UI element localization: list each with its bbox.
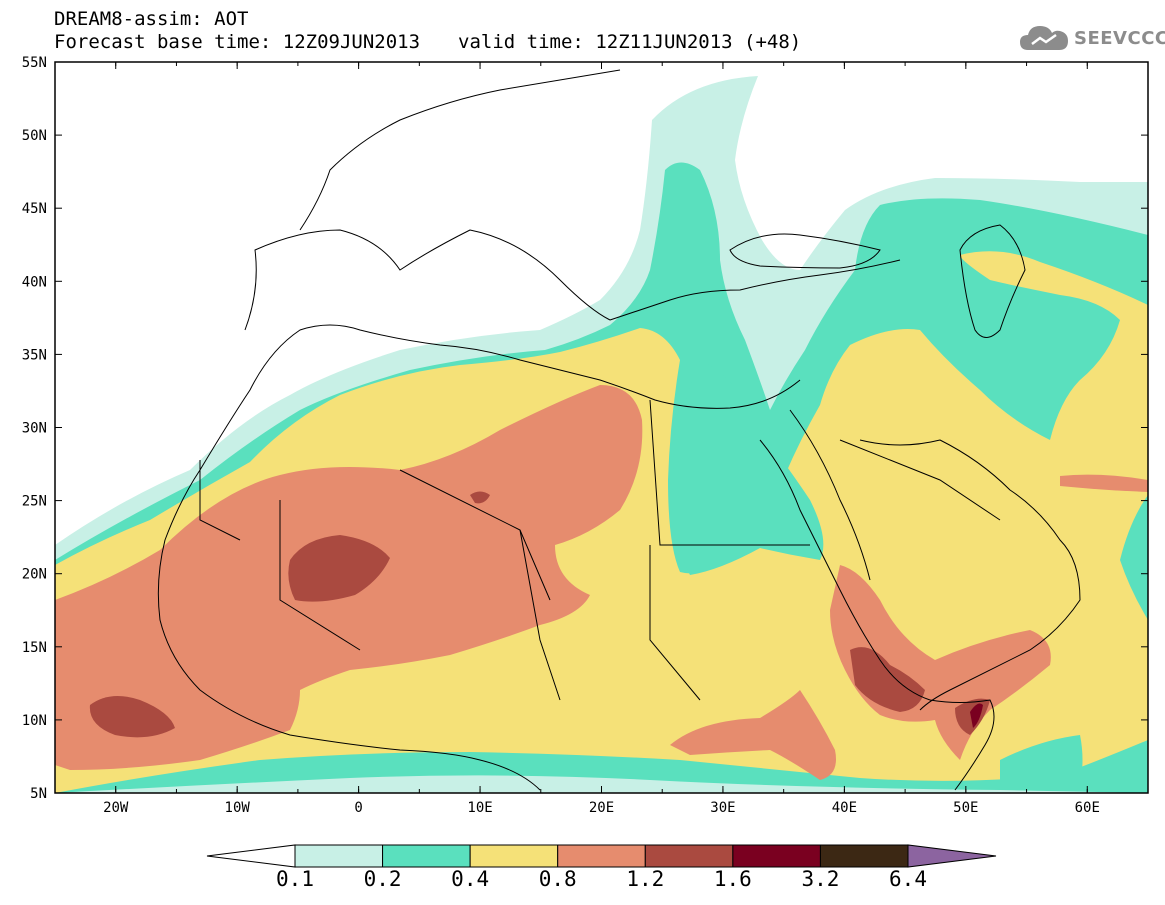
aot-band-0.8-1.2-hoa [830,565,1051,760]
axis-ticks [54,61,1149,794]
aot-band-arabia-0.2 [1120,495,1148,620]
aot-band-somalia-0.2 [1000,735,1083,790]
lat-tick-label: 25N [22,494,47,510]
aot-band-1.6-3.2-somalia [970,703,983,728]
lat-tick-label: 45N [22,201,47,217]
lat-tick-label: 30N [22,421,47,437]
colorbar-label: 0.2 [363,867,402,891]
lon-tick-label: 30E [710,800,735,816]
aot-band-1.2-1.6-libya [470,491,490,504]
aot-band-0.8-1.2-gulf [1060,474,1148,492]
colorbar-label: 0.1 [276,867,314,891]
lat-tick-label: 40N [22,274,47,290]
aot-band-0.8-1.2-ethiopia [670,690,836,780]
lat-tick-label: 50N [22,128,47,144]
colorbar-label: 6.4 [889,867,927,891]
plot-title: DREAM8-assim: AOT [54,8,249,30]
aot-band-egypt-0.2 [672,360,824,575]
aot-band-1.2-1.6-mali [288,535,390,602]
lat-tick-label: 10N [22,713,47,729]
lat-tick-label: 35N [22,347,47,363]
lon-tick-label: 20W [103,800,129,816]
cloud-icon [1020,26,1068,50]
lat-tick-label: 20N [22,567,47,583]
lon-tick-label: 60E [1075,800,1100,816]
base-time-label: Forecast base time: 12Z09JUN2013 [54,31,421,53]
lon-tick-label: 50E [953,800,978,816]
lon-tick-label: 40E [832,800,857,816]
colorbar-label: 0.8 [538,867,577,891]
logo-text: SEEVCCC [1074,27,1165,49]
lon-tick-label: 10W [225,800,251,816]
time-info: Forecast base time: 12Z09JUN2013 valid ti… [54,31,801,53]
aot-band-south-0.1 [55,775,1148,793]
lat-tick-label: 5N [30,786,47,802]
axis-tick-labels: 20W 10W 0 10E 20E 30E 40E 50E 60E 55N 50N 45N 40N 35N… [22,55,1100,816]
aot-contours [55,69,1148,793]
coastlines [157,69,1081,791]
valid-time-label: valid time: 12Z11JUN2013 (+48) [458,31,802,53]
aot-band-1.2-1.6-senegal [89,696,175,738]
lon-tick-label: 20E [589,800,614,816]
colorbar-label: 0.4 [451,867,490,891]
colorbar-label: 3.2 [801,867,840,891]
seevccc-logo: SEEVCCC [1018,20,1165,56]
lon-tick-label: 0 [354,800,362,816]
lon-tick-label: 10E [467,800,492,816]
aot-band-1.2-1.6-yemen [850,647,925,712]
lat-tick-label: 15N [22,640,47,656]
lat-tick-label: 55N [22,55,47,71]
colorbar-label: 1.6 [713,867,752,891]
colorbar-label: 1.2 [626,867,665,891]
